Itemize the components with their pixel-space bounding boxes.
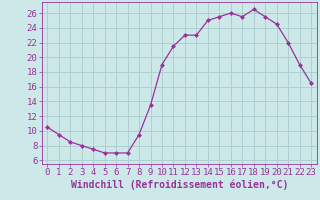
X-axis label: Windchill (Refroidissement éolien,°C): Windchill (Refroidissement éolien,°C)	[70, 180, 288, 190]
